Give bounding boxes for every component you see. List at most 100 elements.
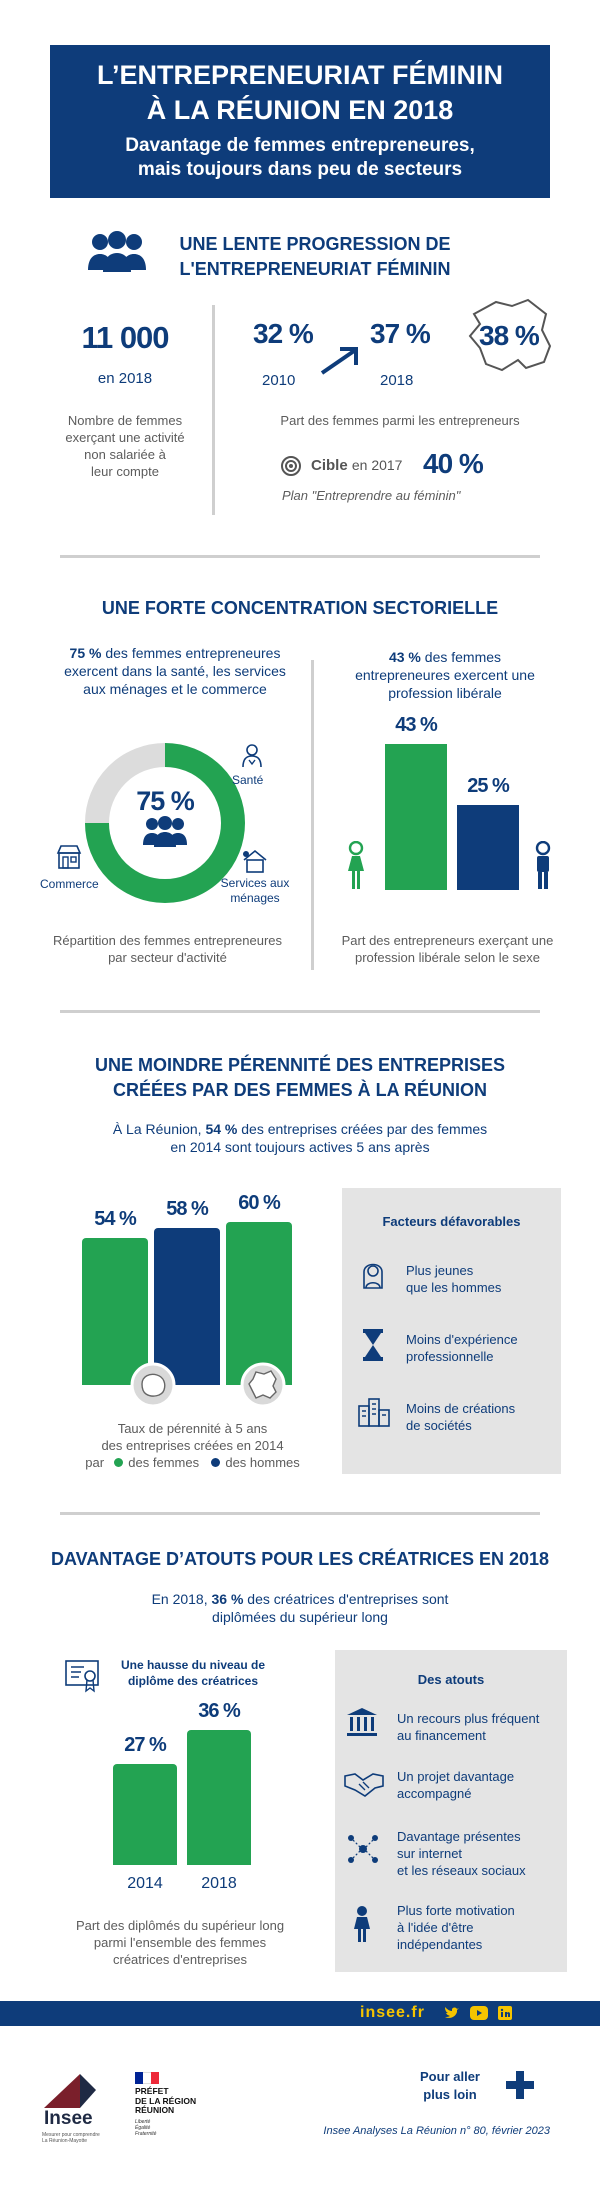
reunion-map-icon xyxy=(130,1362,176,1408)
share-2018-year: 2018 xyxy=(380,372,414,389)
women-count-desc: Nombre de femmes exerçant une activité n… xyxy=(50,412,200,480)
right-intro-bold: 43 % xyxy=(388,649,421,665)
factor-line: que les hommes xyxy=(406,1280,502,1295)
devise-line: Fraternité xyxy=(135,2130,157,2137)
perennity-bar-chart: 54 % 58 % 60 % xyxy=(82,1192,302,1385)
share-desc: Part des femmes parmi les entrepreneurs xyxy=(280,413,520,428)
diploma-chart-title-line: Une hausse du niveau de xyxy=(120,1658,266,1672)
section4-title: DAVANTAGE D’ATOUTS POUR LES CRÉATRICES E… xyxy=(50,1549,550,1569)
legend-par: par xyxy=(85,1455,105,1470)
strengths-box-title: Des atouts xyxy=(417,1672,485,1687)
left-intro-text: aux ménages et le commerce xyxy=(83,681,267,697)
left-intro-text: exercent dans la santé, les services xyxy=(64,663,286,679)
section3-intro-bold: 54 % xyxy=(205,1121,238,1137)
sector-services-label: Services aux ménages xyxy=(215,876,295,906)
women-count-year: en 2018 xyxy=(97,370,153,387)
devise: Liberté Égalité Fraternité xyxy=(135,2119,225,2137)
strength-item: Davantage présentes sur internet et les … xyxy=(397,1828,526,1879)
divider-1 xyxy=(60,555,540,558)
left-intro-text: des femmes entrepreneures xyxy=(101,645,281,661)
plus-icon[interactable] xyxy=(505,2070,535,2100)
factor-item: Plus jeunes que les hommes xyxy=(406,1262,501,1296)
sector-commerce-label: Commerce xyxy=(40,877,99,891)
donut-slice xyxy=(85,743,166,824)
count-desc-line: exerçant une activité xyxy=(65,430,185,445)
bar-category-label: 2018 xyxy=(201,1875,237,1892)
hourglass-icon xyxy=(363,1329,383,1361)
section1-title: UNE LENTE PROGRESSION DE L'ENTREPRENEURI… xyxy=(160,232,470,282)
section3-caption: Taux de pérennité à 5 ans des entreprise… xyxy=(70,1420,315,1471)
target-label-row: Cible en 2017 xyxy=(311,457,402,474)
women-group-icon xyxy=(143,816,187,847)
prefet-logo: PRÉFET DE LA RÉGION RÉUNION Liberté Égal… xyxy=(135,2072,225,2142)
section1-divider xyxy=(212,305,215,515)
bar-value-label: 36 % xyxy=(198,1700,241,1722)
bar-2 xyxy=(226,1222,292,1385)
bar-0 xyxy=(113,1763,177,1865)
section4-intro-text: des créatrices d'entreprises sont xyxy=(243,1591,449,1607)
strength-item: Plus forte motivation à l'idée d'être in… xyxy=(397,1902,515,1953)
unfavorable-factors-box: Facteurs défavorables Plus jeunes que le… xyxy=(342,1188,561,1474)
legend-male-dot xyxy=(210,1458,220,1467)
insee-logo-text: Insee xyxy=(44,2108,93,2129)
right-intro-text: entrepreneures exercent une xyxy=(355,667,535,683)
woman-icon xyxy=(348,841,364,889)
donut-center-value: 75 % xyxy=(136,786,195,816)
target-value: 40 % xyxy=(423,448,484,479)
diploma-icon xyxy=(65,1660,99,1693)
twitter-icon[interactable] xyxy=(444,2006,460,2020)
bar-value-label: 58 % xyxy=(166,1197,209,1220)
insee-site-link[interactable]: insee.fr xyxy=(360,2004,425,2021)
section2-title: UNE FORTE CONCENTRATION SECTORIELLE xyxy=(101,598,499,618)
legend-female-dot xyxy=(113,1458,123,1467)
france-map-icon xyxy=(468,298,552,372)
factor-item: Moins de créations de sociétés xyxy=(406,1400,515,1434)
strength-line: et les réseaux sociaux xyxy=(397,1863,526,1878)
more-info-line: Pour aller xyxy=(420,2069,480,2084)
section4-intro-bold: 36 % xyxy=(211,1591,244,1607)
factor-item: Moins d'expérience professionnelle xyxy=(406,1331,518,1365)
trend-arrow-icon xyxy=(320,347,358,375)
target-plan: Plan "Entreprendre au féminin" xyxy=(282,488,461,503)
title-line-1: L’ENTREPRENEURIAT FÉMININ xyxy=(96,60,503,90)
insee-tagline: Mesurer pour comprendre xyxy=(42,2132,100,2138)
insee-logo[interactable]: Insee Mesurer pour comprendre La Réunion… xyxy=(40,2070,100,2145)
section4-intro: En 2018, 36 % des créatrices d'entrepris… xyxy=(50,1590,550,1626)
section4-caption-line: parmi l'ensemble des femmes xyxy=(93,1935,267,1950)
youtube-icon[interactable] xyxy=(470,2006,488,2020)
section3-caption-line: Taux de pérennité à 5 ans xyxy=(117,1421,268,1436)
prefet-line: RÉUNION xyxy=(135,2105,175,2115)
count-desc-line: non salariée à xyxy=(84,447,166,462)
man-icon xyxy=(535,841,551,889)
linkedin-icon[interactable] xyxy=(498,2006,512,2020)
count-desc-line: leur compte xyxy=(91,464,159,479)
women-count-value: 11 000 xyxy=(81,320,169,355)
left-caption-line: par secteur d'activité xyxy=(108,950,227,965)
services-label-line: Services aux xyxy=(220,876,290,890)
section4-caption-line: Part des diplômés du supérieur long xyxy=(75,1918,285,1933)
services-label-line: ménages xyxy=(230,891,280,905)
legend-male-label: des hommes xyxy=(225,1455,300,1470)
strength-line: Un projet davantage xyxy=(397,1769,515,1784)
handshake-icon xyxy=(344,1773,384,1797)
section3-intro-text: À La Réunion, xyxy=(112,1121,206,1137)
young-woman-icon xyxy=(363,1263,383,1289)
strength-line: sur internet xyxy=(397,1846,463,1861)
bar-value-label: 60 % xyxy=(238,1192,281,1215)
right-caption-line: profession libérale selon le sexe xyxy=(355,950,540,965)
divider-2 xyxy=(60,1010,540,1013)
section2-right-intro: 43 % des femmes entrepreneures exercent … xyxy=(330,648,560,702)
prefet-line: DE LA RÉGION xyxy=(135,2095,197,2106)
factor-line: professionnelle xyxy=(406,1349,494,1364)
right-caption-line: Part des entrepreneurs exerçant une xyxy=(341,933,554,948)
bar-0 xyxy=(82,1238,148,1385)
devise-line: Égalité xyxy=(135,2124,151,2131)
target-icon xyxy=(281,456,301,476)
strength-line: Un recours plus fréquent xyxy=(397,1711,540,1726)
left-intro-bold: 75 % xyxy=(69,645,102,661)
factor-line: Moins d'expérience xyxy=(406,1332,518,1347)
strength-line: Davantage présentes xyxy=(397,1829,521,1844)
share-2010-year: 2010 xyxy=(262,372,296,389)
more-info-link[interactable]: Pour aller plus loin xyxy=(410,2068,490,2104)
section3-intro-text: en 2014 sont toujours actives 5 ans aprè… xyxy=(170,1139,430,1155)
